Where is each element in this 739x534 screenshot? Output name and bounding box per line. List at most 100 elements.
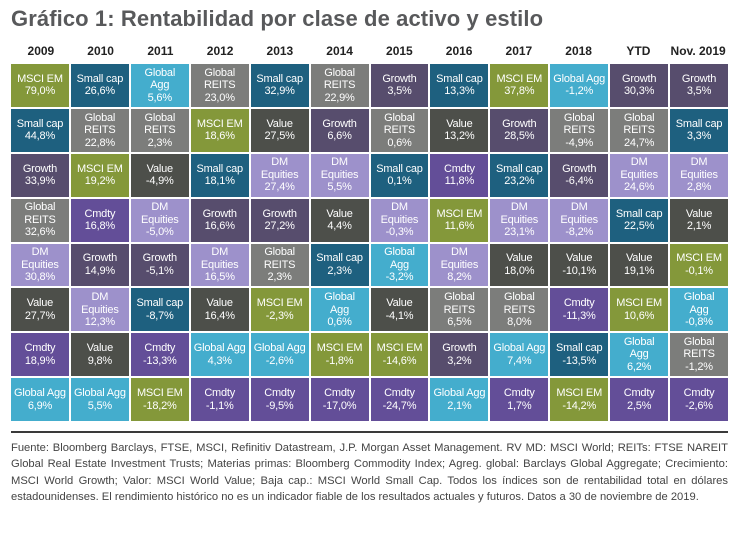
asset-label: Value — [446, 117, 473, 130]
column-header: 2015 — [386, 44, 413, 58]
column-header: Nov. 2019 — [670, 44, 726, 58]
return-value: 9,8% — [87, 354, 112, 367]
return-cell: Global REITS 0,6% — [370, 108, 429, 152]
return-value: -5,0% — [145, 226, 174, 239]
return-value: 22,5% — [624, 220, 655, 233]
asset-label: Cmdty — [384, 387, 415, 400]
asset-label: Value — [266, 117, 293, 130]
asset-label: MSCI EM — [436, 207, 483, 220]
return-cell: Cmdty -17,0% — [310, 378, 369, 421]
return-value: -11,3% — [562, 309, 596, 322]
asset-label: Cmdty — [443, 162, 475, 175]
return-cell: Small cap 18,1% — [190, 153, 249, 197]
asset-label: Global — [623, 335, 655, 348]
return-value: 18,9% — [24, 354, 56, 367]
return-value: 11,6% — [444, 220, 475, 233]
column-header: 2014 — [326, 44, 353, 58]
asset-label: DM — [451, 246, 468, 259]
asset-label: Global — [683, 291, 715, 304]
asset-label: Growth — [322, 117, 357, 130]
return-cell: Cmdty -11,3% — [550, 288, 609, 332]
asset-label: Global — [384, 246, 415, 259]
return-cell: Global Agg 2,1% — [430, 378, 489, 421]
asset-label: Agg — [629, 348, 649, 361]
asset-label: REITS — [204, 79, 236, 92]
return-cell: Value 18,0% — [490, 243, 549, 287]
return-value: -6,4% — [565, 175, 594, 188]
return-value: -18,2% — [142, 399, 177, 412]
asset-label: Equities — [620, 168, 658, 181]
return-value: -2,3% — [265, 309, 294, 322]
return-value: -0,3% — [385, 226, 414, 239]
return-value: 0,6% — [387, 136, 412, 149]
asset-label: Small cap — [316, 252, 363, 265]
return-value: 8,0% — [507, 316, 532, 329]
asset-label: Global — [563, 111, 595, 124]
asset-label: Agg — [330, 303, 350, 316]
return-value: 4,4% — [327, 220, 352, 233]
return-cell: Small cap 32,9% — [250, 64, 309, 107]
return-cell: DM Equities 2,8% — [670, 153, 728, 197]
asset-label: Global — [683, 335, 715, 348]
asset-label: Value — [146, 162, 174, 175]
return-value: 13,3% — [444, 85, 475, 98]
asset-label: Global — [324, 66, 355, 79]
asset-label: DM — [151, 201, 169, 214]
return-cell: Small cap 22,5% — [610, 198, 669, 242]
return-cell: Value 27,7% — [11, 288, 69, 332]
return-cell: Global REITS 24,7% — [610, 108, 669, 152]
return-value: -24,7% — [382, 399, 417, 412]
return-value: 27,4% — [264, 181, 295, 194]
asset-label: Cmdty — [563, 297, 595, 310]
return-value: 6,5% — [447, 316, 472, 329]
asset-label: Small cap — [16, 117, 64, 130]
asset-label: Small cap — [675, 117, 723, 130]
return-value: 2,3% — [267, 271, 292, 284]
return-value: 27,7% — [24, 309, 56, 322]
asset-label: DM — [630, 156, 648, 169]
return-cell: Small cap 26,6% — [70, 64, 129, 107]
return-cell: Cmdty 2,5% — [610, 378, 669, 421]
return-cell: Global REITS 32,6% — [11, 198, 69, 242]
asset-label: Global — [623, 111, 655, 124]
return-value: 22,8% — [84, 136, 115, 149]
return-cell: Growth 3,2% — [430, 333, 489, 377]
asset-label: MSCI EM — [376, 342, 423, 355]
return-value: 4,3% — [207, 354, 232, 367]
asset-label: DM — [570, 201, 588, 214]
return-value: 5,5% — [87, 399, 112, 412]
asset-label: Small cap — [555, 342, 603, 355]
return-cell: DM Equities 27,4% — [250, 153, 309, 197]
asset-label: Value — [26, 297, 54, 310]
return-cell: Value 4,4% — [310, 198, 369, 242]
return-value: 27,2% — [264, 220, 295, 233]
asset-label: Growth — [442, 342, 477, 355]
asset-label: REITS — [323, 79, 356, 92]
asset-label: Global — [84, 111, 116, 124]
footnote-divider — [11, 431, 728, 433]
return-value: 0,6% — [327, 316, 352, 329]
return-cell: DM Equities 8,2% — [430, 243, 489, 287]
asset-label: Growth — [202, 207, 237, 220]
asset-label: Global Agg — [553, 72, 606, 85]
return-value: -2,6% — [685, 399, 713, 412]
return-value: 23,2% — [504, 175, 535, 188]
asset-label: Growth — [621, 72, 657, 85]
return-value: 18,1% — [204, 175, 235, 188]
return-cell: DM Equities 5,5% — [310, 153, 369, 197]
return-value: -13,5% — [562, 354, 597, 367]
return-value: 37,8% — [504, 85, 535, 98]
asset-label: Agg — [689, 303, 709, 316]
asset-label: Equities — [141, 213, 179, 226]
asset-label: Small cap — [136, 297, 184, 310]
column-header: 2010 — [87, 44, 114, 58]
return-value: 3,5% — [686, 85, 712, 98]
return-value: -9,5% — [265, 399, 294, 412]
return-value: 30,3% — [624, 85, 655, 98]
return-value: -1,1% — [205, 399, 234, 412]
return-value: 30,8% — [24, 271, 56, 284]
asset-label: Value — [685, 207, 713, 220]
return-value: -1,2% — [685, 360, 713, 373]
return-cell: Value 13,2% — [430, 108, 489, 152]
return-value: 44,8% — [24, 130, 56, 143]
